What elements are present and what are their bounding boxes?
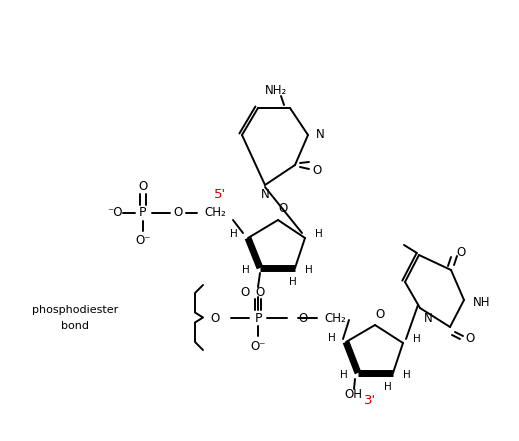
Text: OH: OH xyxy=(344,389,362,401)
Text: P: P xyxy=(254,311,262,325)
Text: NH₂: NH₂ xyxy=(265,83,287,97)
Text: O: O xyxy=(173,206,183,220)
Text: H: H xyxy=(413,334,421,344)
Text: H: H xyxy=(315,229,323,239)
Text: bond: bond xyxy=(61,321,89,331)
Text: NH: NH xyxy=(473,296,491,310)
Text: O: O xyxy=(312,164,322,176)
Text: H: H xyxy=(305,265,313,275)
Text: H: H xyxy=(340,370,348,380)
Text: O: O xyxy=(278,202,288,216)
Text: O: O xyxy=(255,285,265,299)
Text: O: O xyxy=(139,179,147,193)
Text: O: O xyxy=(375,307,385,321)
Text: phosphodiester: phosphodiester xyxy=(32,305,118,315)
Text: H: H xyxy=(242,265,250,275)
Text: ⁻O: ⁻O xyxy=(107,206,123,220)
Text: H: H xyxy=(230,229,238,239)
Text: H: H xyxy=(403,370,411,380)
Text: N: N xyxy=(316,128,324,142)
Text: H: H xyxy=(384,382,392,392)
Text: O⁻: O⁻ xyxy=(250,340,266,352)
Text: N: N xyxy=(261,188,269,202)
Text: CH₂: CH₂ xyxy=(204,206,226,220)
Text: 5': 5' xyxy=(214,188,226,202)
Text: P: P xyxy=(139,206,147,220)
Text: O: O xyxy=(241,285,250,299)
Text: H: H xyxy=(328,333,336,343)
Text: N: N xyxy=(424,311,432,325)
Text: O: O xyxy=(466,333,474,345)
Text: 3': 3' xyxy=(364,395,376,407)
Text: O: O xyxy=(456,246,466,258)
Text: CH₂: CH₂ xyxy=(324,311,346,325)
Text: O⁻: O⁻ xyxy=(135,235,151,247)
Text: O: O xyxy=(298,311,307,325)
Text: O: O xyxy=(211,311,220,325)
Text: H: H xyxy=(289,277,297,287)
